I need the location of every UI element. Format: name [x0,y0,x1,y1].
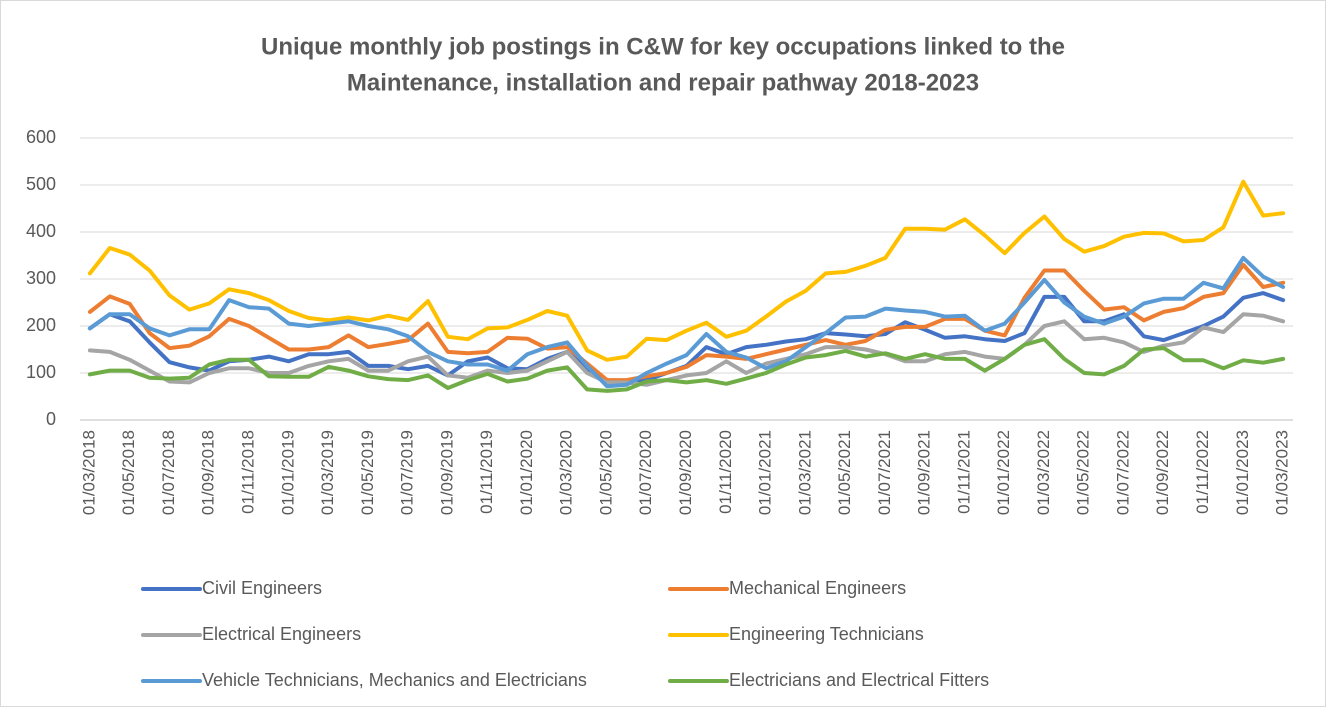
legend-item: Electrical Engineers [141,624,361,644]
x-tick-label: 01/03/2020 [557,430,576,515]
y-tick-label: 300 [26,268,56,288]
x-tick-label: 01/07/2019 [398,430,417,515]
series-line [87,255,1286,389]
y-tick-label: 400 [26,221,56,241]
legend-label: Engineering Technicians [729,624,924,644]
x-tick-label: 01/11/2021 [954,430,973,514]
x-tick-label: 01/01/2023 [1233,430,1252,515]
x-tick-label: 01/09/2018 [199,430,218,515]
x-tick-label: 01/11/2018 [239,430,258,514]
legend-item: Electricians and Electrical Fitters [668,670,989,690]
legend-label: Civil Engineers [202,578,322,598]
y-tick-label: 100 [26,362,56,382]
series-line [87,179,1286,362]
x-tick-label: 01/07/2021 [875,430,894,515]
legend-item: Mechanical Engineers [668,578,906,598]
x-tick-label: 01/11/2022 [1193,430,1212,514]
y-tick-label: 500 [26,174,56,194]
x-tick-label: 01/03/2023 [1273,430,1292,515]
y-tick-label: 200 [26,315,56,335]
x-tick-label: 01/09/2021 [915,430,934,515]
x-tick-label: 01/09/2020 [676,430,695,515]
legend-label: Electrical Engineers [202,624,361,644]
x-tick-label: 01/01/2020 [517,430,536,515]
y-tick-label: 600 [26,127,56,147]
x-tick-label: 01/03/2018 [79,430,98,515]
legend-label: Vehicle Technicians, Mechanics and Elect… [202,670,587,690]
x-tick-label: 01/01/2019 [278,430,297,515]
legend-item: Engineering Technicians [668,624,924,644]
x-tick-label: 01/05/2018 [119,430,138,515]
x-tick-label: 01/05/2020 [596,430,615,515]
x-tick-label: 01/09/2019 [437,430,456,515]
x-tick-label: 01/03/2022 [1034,430,1053,515]
x-tick-label: 01/11/2019 [477,430,496,514]
x-tick-label: 01/03/2021 [795,430,814,515]
x-tick-label: 01/01/2022 [994,430,1013,515]
legend-item: Civil Engineers [141,578,322,598]
x-tick-label: 01/05/2019 [358,430,377,515]
legend-label: Mechanical Engineers [729,578,906,598]
y-tick-label: 0 [46,409,56,429]
chart-title: Maintenance, installation and repair pat… [347,69,979,96]
x-tick-label: 01/03/2019 [318,430,337,515]
series-line [87,262,1286,383]
series-line [87,337,1286,393]
x-tick-label: 01/09/2022 [1153,430,1172,515]
legend-label: Electricians and Electrical Fitters [729,670,989,690]
x-tick-label: 01/05/2021 [835,430,854,515]
legend-item: Vehicle Technicians, Mechanics and Elect… [141,670,587,690]
x-tick-label: 01/01/2021 [756,430,775,515]
x-tick-label: 01/07/2020 [636,430,655,515]
x-tick-label: 01/07/2022 [1113,430,1132,515]
chart-title: Unique monthly job postings in C&W for k… [261,33,1065,60]
x-tick-label: 01/05/2022 [1074,430,1093,515]
series-line [87,312,1286,387]
x-tick-label: 01/11/2020 [716,430,735,514]
x-tick-label: 01/07/2018 [159,430,178,515]
